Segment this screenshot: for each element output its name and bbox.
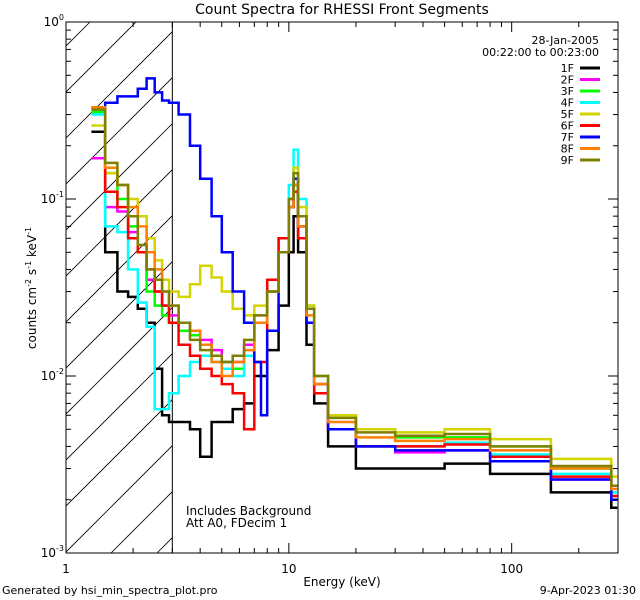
legend-label-5F: 5F [561, 108, 574, 121]
legend-label-3F: 3F [561, 85, 574, 98]
legend-label-4F: 4F [561, 97, 574, 110]
plot-frame [65, 21, 619, 554]
y-tick-label: 10-1 [41, 190, 64, 206]
hatch-line [66, 77, 173, 185]
hatch-line [66, 399, 173, 507]
x-axis-label: Energy (keV) [303, 575, 380, 589]
y-tick-label: 10-2 [41, 367, 64, 383]
footer-timestamp: 9-Apr-2023 01:30 [540, 584, 636, 597]
legend-label-8F: 8F [561, 143, 574, 156]
y-axis-label: counts cm-2 s-1 keV-1 [24, 227, 39, 349]
annotation-attenuator: Att A0, FDecim 1 [186, 516, 287, 530]
legend-label-9F: 9F [561, 154, 574, 167]
hatch-line [66, 445, 173, 553]
date-label: 28-Jan-2005 [532, 34, 600, 47]
legend-label-7F: 7F [561, 131, 574, 144]
series-line-8F [91, 105, 618, 491]
footer-generated-by: Generated by hsi_min_spectra_plot.pro [2, 584, 218, 597]
y-tick-label: 100 [44, 13, 64, 29]
y-tick-label: 10-3 [41, 544, 64, 560]
legend-label-1F: 1F [561, 62, 574, 75]
chart-title: Count Spectra for RHESSI Front Segments [195, 2, 489, 18]
series-line-9F [91, 108, 618, 487]
legend-label-6F: 6F [561, 120, 574, 133]
legend-label-2F: 2F [561, 74, 574, 87]
hatch-line [66, 215, 173, 323]
time-range-label: 00:22:00 to 00:23:00 [482, 46, 599, 59]
x-tick-label: 10 [281, 562, 296, 576]
x-tick-label: 100 [500, 562, 523, 576]
series-line-5F [91, 124, 618, 478]
annotation-background: Includes Background [186, 504, 311, 518]
x-tick-label: 1 [62, 562, 70, 576]
